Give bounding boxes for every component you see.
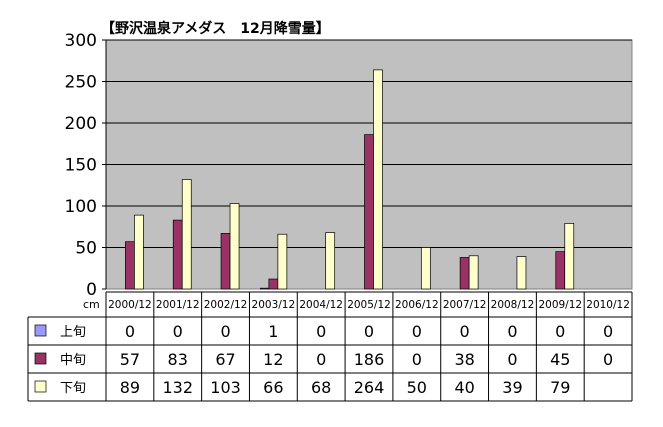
bar	[325, 232, 336, 290]
data-label: 0	[316, 350, 326, 369]
bars	[125, 69, 575, 290]
data-label: 40	[454, 378, 474, 397]
x-category-label: 2006/12	[395, 299, 439, 311]
bar	[459, 257, 470, 290]
bar	[220, 233, 231, 290]
data-label: 0	[316, 322, 326, 341]
bar	[468, 255, 479, 290]
y-tick-label: 100	[65, 197, 97, 217]
legend-label: 下旬	[60, 381, 86, 396]
data-label: 0	[460, 322, 470, 341]
data-label: 103	[210, 378, 241, 397]
y-tick-label: 250	[65, 73, 97, 93]
x-category-label: 2005/12	[347, 299, 391, 311]
data-label: 0	[412, 322, 422, 341]
legend-label: 上旬	[60, 325, 86, 340]
data-label: 68	[311, 378, 331, 397]
data-label: 0	[507, 350, 517, 369]
data-label: 45	[550, 350, 570, 369]
y-tick-label: 300	[65, 31, 97, 51]
chart-title: 【野沢温泉アメダス 12月降雪量】	[101, 20, 330, 37]
data-label: 12	[263, 350, 283, 369]
data-label: 67	[215, 350, 235, 369]
data-label: 0	[603, 350, 613, 369]
data-label: 50	[407, 378, 427, 397]
legend-swatch	[34, 352, 47, 365]
bar	[564, 223, 575, 290]
bar	[516, 256, 527, 290]
data-label: 0	[603, 322, 613, 341]
data-table: cm 2000/12 2001/12 2002/12 2003/12 2004/12 200…	[27, 291, 633, 402]
legend-swatch	[34, 380, 47, 393]
x-category-label: 2010/12	[586, 299, 630, 311]
x-category-label: 2007/12	[443, 299, 487, 311]
bar	[260, 287, 270, 290]
bar	[229, 203, 240, 290]
bar	[420, 247, 431, 290]
data-label: 0	[412, 350, 422, 369]
data-label: 0	[507, 322, 517, 341]
y-unit-label: cm	[83, 298, 100, 311]
data-label: 1	[268, 322, 278, 341]
data-label: 66	[263, 378, 283, 397]
x-category-label: 2003/12	[252, 299, 296, 311]
bar	[134, 214, 144, 290]
bar	[373, 69, 383, 290]
data-label: 0	[173, 322, 183, 341]
x-category-label: 2000/12	[108, 299, 152, 311]
x-category-label: 2002/12	[204, 299, 248, 311]
y-tick-label: 150	[65, 156, 97, 176]
data-label: 264	[354, 378, 385, 397]
y-tick-label: 200	[65, 114, 97, 134]
bar	[555, 251, 566, 290]
data-label: 0	[555, 322, 565, 341]
y-axis: 0 50 100 150 200 250 300	[65, 31, 107, 300]
data-label: 0	[364, 322, 374, 341]
data-label: 79	[550, 378, 570, 397]
x-category-label: 2001/12	[156, 299, 200, 311]
data-label: 38	[454, 350, 474, 369]
x-category-label: 2004/12	[299, 299, 343, 311]
bar	[181, 179, 192, 290]
data-label: 132	[162, 378, 193, 397]
x-category-label: 2008/12	[491, 299, 535, 311]
data-label: 186	[354, 350, 385, 369]
data-label: 0	[220, 322, 230, 341]
data-label: 83	[168, 350, 188, 369]
y-tick-label: 0	[86, 280, 97, 300]
bar	[364, 134, 374, 290]
y-tick-label: 50	[75, 239, 97, 259]
legend-label: 中旬	[60, 353, 86, 368]
data-label: 0	[125, 322, 135, 341]
legend-swatch	[34, 324, 47, 337]
bar	[277, 233, 288, 290]
bar	[268, 278, 279, 290]
data-label: 89	[120, 378, 140, 397]
x-category-label: 2009/12	[538, 299, 582, 311]
data-label: 57	[120, 350, 140, 369]
bar	[125, 241, 135, 290]
bar	[172, 219, 183, 290]
data-label: 39	[502, 378, 522, 397]
